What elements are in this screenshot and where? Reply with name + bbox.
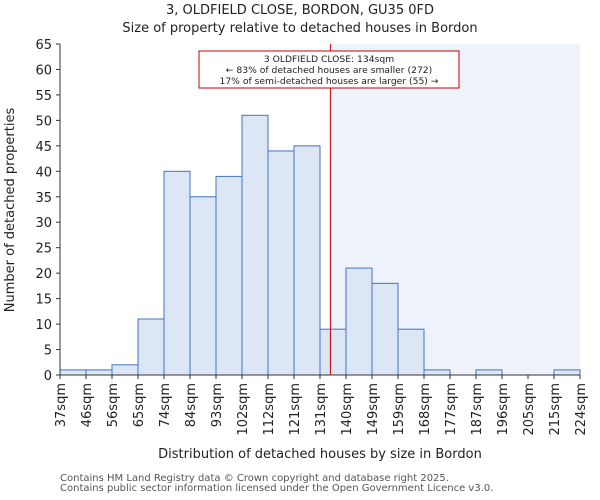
x-tick-label: 84sqm [184,383,199,427]
x-tick-label: 224sqm [574,383,589,436]
x-tick-label: 102sqm [236,383,251,436]
y-tick-label: 20 [35,267,52,282]
x-tick-label: 187sqm [470,383,485,436]
x-tick-label: 131sqm [314,383,329,436]
annotation-line: 3 OLDFIELD CLOSE: 134sqm [264,54,394,65]
histogram-bar [163,170,191,376]
histogram-bar [475,369,503,376]
histogram-bar [59,369,87,376]
annotation-box [198,50,460,89]
histogram-bar [371,282,399,376]
x-tick-label: 168sqm [418,383,433,436]
histogram-bar [423,369,451,376]
x-tick-label: 65sqm [132,383,147,427]
y-tick-label: 50 [35,114,52,129]
x-tick-label: 205sqm [522,383,537,436]
y-tick-label: 30 [35,216,52,231]
histogram-bar [189,196,217,376]
y-tick-label: 10 [35,318,52,333]
histogram-bar [293,145,321,376]
x-tick-label: 177sqm [444,383,459,436]
y-axis-label: Number of detached properties [3,108,18,313]
chart-title: 3, OLDFIELD CLOSE, BORDON, GU35 0FD [166,3,434,18]
y-tick-label: 35 [35,191,52,206]
x-tick-label: 140sqm [340,383,355,436]
histogram-bar [319,328,347,376]
y-tick-label: 65 [35,38,52,53]
y-tick-label: 25 [35,242,52,257]
x-tick-label: 37sqm [54,383,69,427]
histogram-bar [215,175,243,376]
histogram-bar [137,318,165,376]
y-tick-label: 55 [35,89,52,104]
x-tick-label: 149sqm [366,383,381,436]
x-tick-label: 112sqm [262,383,277,436]
x-tick-label: 121sqm [288,383,303,436]
y-tick-label: 60 [35,63,52,78]
x-tick-label: 56sqm [106,383,121,427]
chart-subtitle: Size of property relative to detached ho… [122,21,478,36]
histogram-bar [345,267,373,376]
x-axis-label: Distribution of detached houses by size … [158,447,482,462]
y-tick-label: 5 [44,344,52,359]
histogram-bar [397,328,425,376]
x-tick-label: 159sqm [392,383,407,436]
x-tick-label: 196sqm [496,383,511,436]
footer-line-1: Contains HM Land Registry data © Crown c… [60,473,449,484]
x-tick-label: 93sqm [210,383,225,427]
y-tick-label: 45 [35,140,52,155]
y-tick-label: 15 [35,293,52,308]
histogram-bar [553,369,581,376]
annotation-line: 17% of semi-detached houses are larger (… [219,76,438,87]
footer-line-2: Contains public sector information licen… [60,483,494,494]
x-tick-label: 46sqm [80,383,95,427]
x-tick-label: 74sqm [158,383,173,427]
histogram-bar [267,150,295,376]
histogram-bar [111,364,139,376]
annotation-line: ← 83% of detached houses are smaller (27… [226,65,432,76]
histogram-bar [241,114,269,376]
y-tick-label: 0 [44,369,52,384]
histogram-bar [85,369,113,376]
y-tick-label: 40 [35,165,52,180]
x-tick-label: 215sqm [548,383,563,436]
